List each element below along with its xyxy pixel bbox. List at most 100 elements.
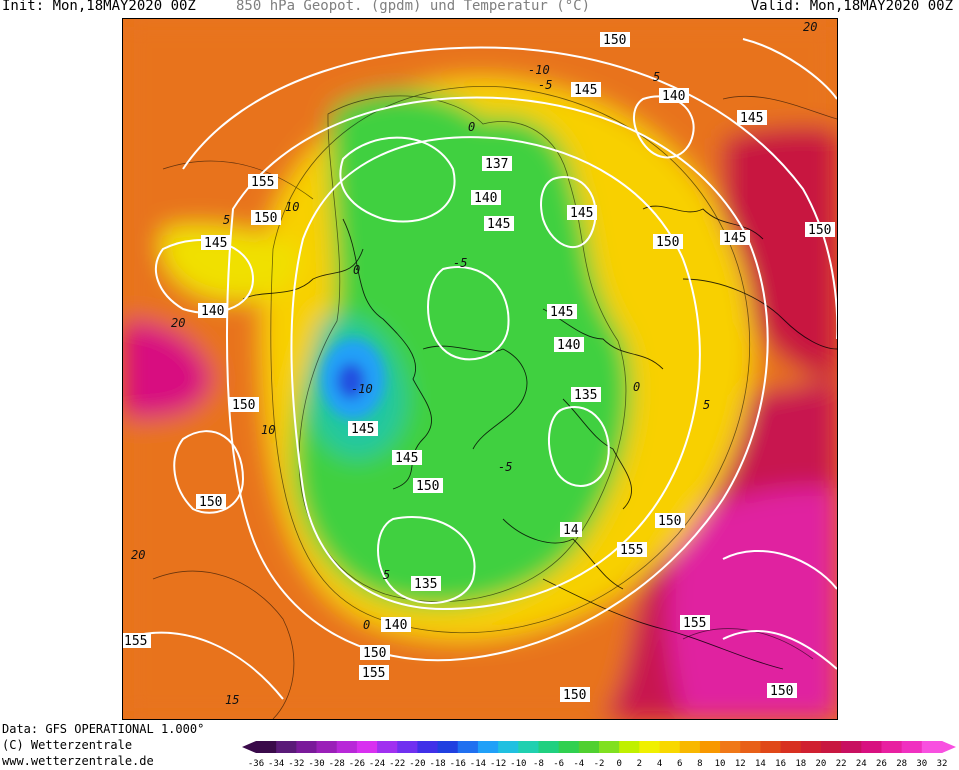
coastlines [242, 205, 837, 670]
colorbar-cell [256, 741, 277, 753]
colorbar-cell [477, 741, 499, 753]
geo-label-140-s2: 140 [381, 617, 411, 633]
svg-text:155: 155 [251, 175, 274, 190]
temp-label: 10 [261, 423, 275, 437]
temperature-colorbar: -36 -34 -32 -30 -28 -26 -24 -22 -20 -18 -16 -14 -12-… [242, 741, 956, 769]
website-label: www.wetterzentrale.de [2, 754, 154, 768]
colorbar-cell [901, 741, 923, 753]
colorbar-cell [437, 741, 459, 753]
svg-text:140: 140 [201, 304, 224, 319]
svg-text:150: 150 [416, 479, 439, 494]
temp-label: 5 [383, 568, 390, 582]
svg-text:140: 140 [474, 191, 497, 206]
geo-label-155-se2: 155 [680, 615, 710, 631]
copyright-label: (C) Wetterzentrale [2, 738, 133, 752]
geo-label-150-sw: 150 [196, 494, 226, 510]
geo-label-150-w: 150 [251, 210, 281, 226]
temp-label: 5 [653, 70, 660, 84]
colorbar-tick-label: 2 [637, 759, 642, 769]
geopotential-labels: 150 145 140 145 155 150 137 140 145 145 … [123, 32, 835, 703]
temp-label: 0 [363, 618, 370, 632]
colorbar-cell [417, 741, 438, 753]
colorbar-tick-label: -34 [268, 759, 284, 769]
temp-label: 10 [285, 200, 299, 214]
svg-text:150: 150 [603, 33, 626, 48]
svg-text:155: 155 [362, 666, 385, 681]
geo-label-135-s: 135 [411, 576, 441, 592]
geo-label-145-a: 145 [571, 82, 601, 98]
svg-text:145: 145 [740, 111, 763, 126]
geo-label-145-c3: 145 [348, 421, 378, 437]
weather-map-canvas: 150 145 140 145 155 150 137 140 145 145 … [123, 19, 837, 719]
colorbar-cell [538, 741, 560, 753]
svg-text:145: 145 [723, 231, 746, 246]
svg-text:14: 14 [563, 523, 579, 538]
colorbar-tick-label: 14 [755, 759, 766, 769]
svg-text:155: 155 [683, 616, 706, 631]
colorbar-cell [316, 741, 338, 753]
colorbar-tick-label: -12 [490, 759, 506, 769]
colorbar-tick-label: 28 [896, 759, 907, 769]
colorbar-cell [881, 741, 903, 753]
hot-region-west [123, 319, 213, 419]
svg-text:137: 137 [485, 157, 508, 172]
colorbar-cell [518, 741, 539, 753]
geo-label-137: 137 [482, 156, 512, 172]
colorbar-cell [760, 741, 781, 753]
temp-label: -10 [528, 63, 550, 77]
geo-label-140-c: 140 [471, 190, 501, 206]
svg-text:150: 150 [199, 495, 222, 510]
temp-label: 15 [225, 693, 239, 707]
svg-text:140: 140 [384, 618, 407, 633]
colorbar-cell [659, 741, 681, 753]
colorbar-tick-label: -28 [329, 759, 345, 769]
colorbar-tick-label: -4 [573, 759, 584, 769]
colorbar-cell [861, 741, 882, 753]
colorbar-cell [296, 741, 317, 753]
temp-label: -5 [453, 256, 467, 270]
map-title: 850 hPa Geopot. (gpdm) und Temperatur (°… [236, 0, 591, 14]
svg-text:150: 150 [656, 235, 679, 250]
svg-text:145: 145 [395, 451, 418, 466]
svg-text:145: 145 [574, 83, 597, 98]
svg-text:150: 150 [808, 223, 831, 238]
geo-label-150-top: 150 [600, 32, 630, 48]
colorbar-cell [740, 741, 761, 753]
geo-label-150-se: 150 [655, 513, 685, 529]
temp-label: 5 [703, 398, 710, 412]
geo-label-150-fe: 150 [805, 222, 835, 238]
svg-text:145: 145 [550, 305, 573, 320]
temp-label: 20 [803, 20, 817, 34]
colorbar-tick-label: 30 [916, 759, 927, 769]
temperature-labels: -10 -5 0 5 10 5 0 5 0 -5 -10 -5 0 5 10 2… [131, 20, 817, 707]
valid-time-label: Valid: Mon,18MAY2020 00Z [750, 0, 953, 14]
svg-text:150: 150 [363, 646, 386, 661]
temp-label: 5 [223, 213, 230, 227]
svg-text:150: 150 [658, 514, 681, 529]
colorbar-tick-label: -18 [429, 759, 445, 769]
colorbar-cell [377, 741, 398, 753]
svg-text:140: 140 [662, 89, 685, 104]
colorbar-tick-label: -16 [450, 759, 466, 769]
colorbar-cell [699, 741, 721, 753]
geo-label-145-e: 145 [567, 205, 597, 221]
colorbar-arrow-left [242, 741, 256, 753]
weather-map: 150 145 140 145 155 150 137 140 145 145 … [122, 18, 838, 720]
colorbar-cell [276, 741, 297, 753]
colorbar-tick-label: 16 [775, 759, 786, 769]
temp-label: -5 [538, 78, 552, 92]
geo-label-145-c2: 145 [547, 304, 577, 320]
cold-core-blue [321, 339, 385, 419]
colorbar-tick-label: 10 [715, 759, 726, 769]
colorbar-tick-label: -26 [349, 759, 365, 769]
init-time-label: Init: Mon,18MAY2020 00Z [2, 0, 196, 14]
colorbar-tick-label: -20 [409, 759, 425, 769]
svg-text:150: 150 [770, 684, 793, 699]
colorbar-tick-label: 26 [876, 759, 887, 769]
colorbar-cell [498, 741, 519, 753]
temperature-field [123, 19, 837, 719]
colorbar-tick-label: -8 [533, 759, 544, 769]
geo-label-150-bot: 150 [560, 687, 590, 703]
colorbar-tick-label: -10 [510, 759, 526, 769]
geo-label-140-s: 14 [560, 522, 582, 538]
